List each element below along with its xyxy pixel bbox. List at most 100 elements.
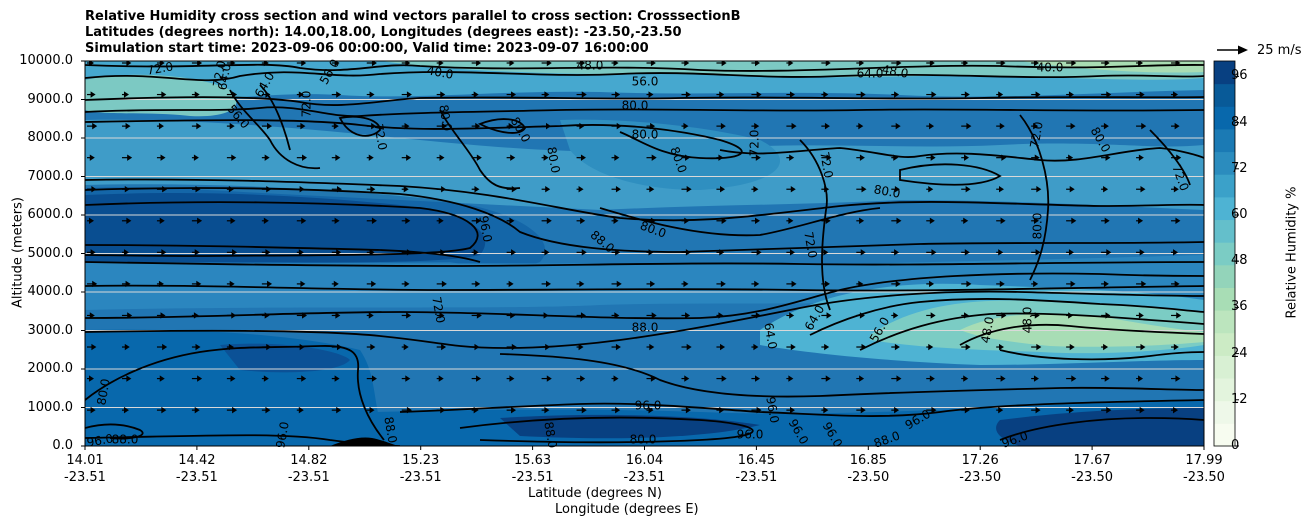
wind-vector bbox=[506, 343, 517, 351]
wind-vector bbox=[366, 280, 377, 288]
wind-vector bbox=[226, 249, 238, 256]
wind-vector bbox=[87, 91, 96, 98]
wind-vector bbox=[436, 406, 446, 414]
wind-vector-head bbox=[1138, 312, 1144, 319]
colorbar-bands bbox=[1214, 61, 1235, 447]
wind-vector-head bbox=[720, 343, 726, 351]
wind-vector-head bbox=[1141, 122, 1147, 130]
wind-vector bbox=[961, 61, 969, 67]
wind-vector-head bbox=[1070, 122, 1076, 130]
x-tick-latitude: 16.04 bbox=[625, 453, 664, 468]
wind-vector-head bbox=[789, 312, 795, 319]
colorbar-band bbox=[1214, 287, 1235, 311]
wind-vector-head bbox=[998, 186, 1004, 193]
wind-vector-head bbox=[651, 154, 657, 161]
wind-vector bbox=[191, 154, 199, 161]
wind-vector-head bbox=[1175, 61, 1181, 67]
wind-vector bbox=[1171, 280, 1180, 288]
wind-vector bbox=[1101, 61, 1110, 67]
wind-vector-head bbox=[648, 91, 654, 98]
contour-line bbox=[85, 71, 1204, 82]
wind-vector bbox=[961, 91, 970, 98]
wind-vector-head bbox=[263, 61, 269, 67]
wind-vector-head bbox=[930, 312, 936, 319]
wind-vector bbox=[191, 186, 201, 193]
wind-vector bbox=[611, 280, 622, 288]
wind-vector bbox=[401, 154, 412, 161]
wind-vector bbox=[1136, 154, 1144, 161]
y-tick-label: 6000.0 bbox=[27, 207, 74, 222]
wind-vector bbox=[471, 312, 482, 319]
wind-vector bbox=[331, 91, 342, 98]
wind-vector bbox=[121, 122, 131, 130]
wind-vector-head bbox=[301, 375, 307, 382]
wind-vector-head bbox=[196, 122, 202, 130]
wind-vector bbox=[681, 406, 691, 414]
wind-vector-head bbox=[1033, 122, 1039, 130]
contour-label: 72.0 bbox=[429, 296, 447, 325]
wind-vector bbox=[1171, 406, 1179, 414]
wind-vector-head bbox=[369, 249, 375, 256]
wind-vector-head bbox=[684, 217, 690, 224]
wind-vector-head bbox=[1068, 91, 1074, 98]
wind-vector-head bbox=[1033, 280, 1039, 288]
wind-vector bbox=[716, 343, 726, 351]
wind-vector-head bbox=[90, 406, 96, 414]
wind-vector-head bbox=[791, 280, 797, 288]
wind-vector-head bbox=[441, 280, 447, 288]
wind-vector-head bbox=[195, 186, 201, 193]
wind-vector-head bbox=[1068, 249, 1074, 256]
x-tick-label: 14.82 -23.51 bbox=[274, 452, 344, 486]
wind-vector-head bbox=[720, 122, 726, 130]
contour-label: 88.0 bbox=[112, 433, 139, 447]
wind-vector-head bbox=[1175, 375, 1181, 382]
wind-vector-head bbox=[371, 122, 377, 130]
wind-vector bbox=[1171, 186, 1179, 193]
wind-vector bbox=[821, 406, 829, 414]
wind-vector-head bbox=[1140, 186, 1146, 193]
wind-vector-head bbox=[438, 375, 444, 382]
wind-vector bbox=[856, 91, 866, 98]
wind-vector-head bbox=[861, 186, 867, 193]
wind-vector bbox=[1171, 91, 1179, 98]
wind-vector-head bbox=[403, 343, 409, 351]
wind-vector bbox=[1136, 343, 1146, 351]
wind-vector-head bbox=[1106, 249, 1112, 256]
wind-vector-head bbox=[755, 312, 761, 319]
wind-vector-head bbox=[578, 186, 584, 193]
wind-vector bbox=[87, 280, 98, 288]
wind-vector bbox=[471, 91, 479, 98]
x-tick-latitude: 17.67 bbox=[1073, 453, 1111, 468]
wind-vector bbox=[471, 375, 482, 382]
wind-vector-head bbox=[440, 406, 446, 414]
wind-vector-head bbox=[406, 249, 412, 256]
wind-vector bbox=[786, 122, 797, 130]
chart-title-line-2: Latitudes (degrees north): 14.00,18.00, … bbox=[85, 25, 682, 40]
wind-vector-head bbox=[229, 122, 235, 130]
wind-vector-head bbox=[685, 154, 691, 161]
x-tick-marks bbox=[84, 446, 1205, 450]
contour-line bbox=[85, 272, 1204, 320]
wind-vector bbox=[541, 154, 549, 161]
wind-vector-head bbox=[1175, 217, 1181, 224]
wind-vector-head bbox=[1139, 406, 1145, 414]
wind-vector-head bbox=[650, 217, 656, 224]
wind-vector-head bbox=[753, 186, 759, 193]
wind-vector-head bbox=[162, 186, 168, 193]
wind-vector bbox=[541, 186, 551, 193]
contour-line bbox=[85, 119, 743, 160]
wind-vector-head bbox=[581, 249, 587, 256]
wind-vector-head bbox=[1105, 154, 1111, 161]
contour-label: 64.0 bbox=[215, 63, 233, 92]
wind-vector bbox=[576, 154, 586, 161]
wind-vector bbox=[296, 343, 305, 351]
wind-vector bbox=[786, 343, 796, 351]
wind-vector-head bbox=[964, 406, 970, 414]
colorbar-tick-label: 60 bbox=[1231, 207, 1248, 222]
wind-vector bbox=[611, 154, 620, 161]
wind-vector-head bbox=[125, 122, 131, 130]
wind-vector bbox=[121, 217, 132, 224]
wind-vector bbox=[926, 186, 934, 193]
wind-vector-head bbox=[790, 186, 796, 193]
wind-vector-head bbox=[999, 122, 1005, 130]
